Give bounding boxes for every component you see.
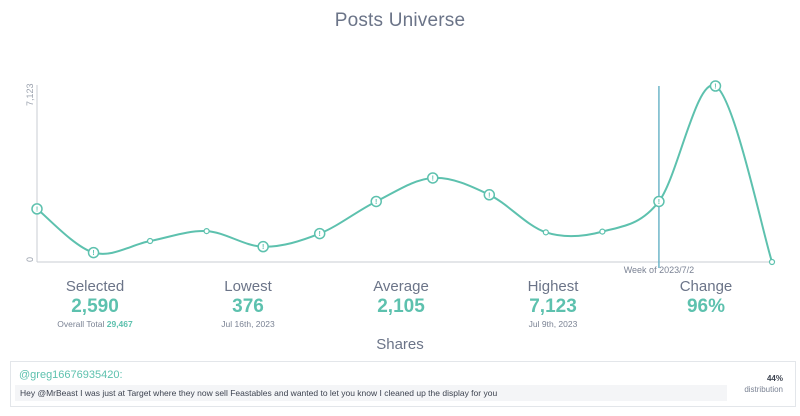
flag-icon: ! bbox=[36, 206, 38, 213]
stat-selected-label: Selected bbox=[65, 278, 125, 295]
y-tick-max: 7,123 bbox=[25, 83, 35, 106]
flag-icon: ! bbox=[92, 250, 94, 257]
flag-icon: ! bbox=[714, 84, 716, 91]
y-tick-zero: 0 bbox=[25, 257, 35, 262]
data-point[interactable] bbox=[653, 195, 665, 208]
stat-average: Average 2,105 bbox=[326, 278, 476, 318]
flag-icon: ! bbox=[375, 199, 377, 206]
shares-title: Shares bbox=[376, 336, 424, 353]
data-point[interactable] bbox=[709, 80, 722, 92]
data-point[interactable] bbox=[599, 228, 606, 235]
data-point[interactable] bbox=[146, 237, 154, 245]
data-point[interactable] bbox=[370, 195, 382, 208]
post-distribution-label: distribution bbox=[744, 385, 783, 394]
stat-highest-value: 7,123 bbox=[529, 296, 577, 317]
data-point[interactable] bbox=[427, 172, 439, 184]
data-point[interactable] bbox=[203, 228, 210, 235]
series-line bbox=[36, 84, 773, 263]
data-point[interactable] bbox=[313, 227, 326, 240]
stat-average-label: Average bbox=[373, 278, 429, 295]
data-point[interactable] bbox=[257, 240, 269, 253]
data-point[interactable] bbox=[483, 189, 496, 201]
overall-total-value: 29,467 bbox=[106, 319, 133, 329]
stat-lowest: Lowest 376 Jul 16th, 2023 bbox=[173, 278, 323, 330]
post-handle[interactable]: @greg16676935420: bbox=[19, 369, 123, 381]
stat-highest-label: Highest bbox=[527, 278, 579, 295]
flag-icon: ! bbox=[432, 175, 434, 182]
data-point[interactable] bbox=[542, 229, 549, 236]
flag-icon: ! bbox=[262, 244, 264, 251]
data-points: !!!!!!!!! bbox=[31, 80, 776, 266]
flag-icon: ! bbox=[319, 231, 321, 238]
stat-highest: Highest 7,123 Jul 9th, 2023 bbox=[478, 278, 628, 330]
stat-selected: Selected 2,590 Overall Total 29,467 bbox=[20, 278, 170, 330]
stat-lowest-value: 376 bbox=[232, 296, 264, 317]
stat-change-label: Change bbox=[679, 278, 733, 295]
post-text: Hey @MrBeast I was just at Target where … bbox=[15, 385, 727, 401]
flag-icon: ! bbox=[658, 199, 660, 206]
stat-change: Change 96% bbox=[631, 278, 781, 318]
overall-total-label: Overall Total bbox=[57, 319, 105, 329]
data-point[interactable] bbox=[31, 203, 43, 215]
chart-title: Posts Universe bbox=[334, 10, 466, 31]
data-point[interactable] bbox=[768, 258, 776, 266]
line-chart[interactable]: 7,123 0 Week of 2023/7/2 !!!!!!!!! bbox=[0, 0, 800, 280]
stat-lowest-date: Jul 16th, 2023 bbox=[221, 319, 275, 329]
stat-average-value: 2,105 bbox=[377, 296, 425, 317]
stat-lowest-label: Lowest bbox=[224, 278, 272, 295]
share-post[interactable]: @greg16676935420: Hey @MrBeast I was jus… bbox=[10, 361, 796, 407]
post-percent: 44% bbox=[766, 374, 783, 383]
flag-icon: ! bbox=[488, 192, 490, 199]
stat-highest-date: Jul 9th, 2023 bbox=[528, 319, 578, 329]
stat-change-value: 96% bbox=[686, 296, 726, 317]
stat-selected-sub: Overall Total 29,467 bbox=[20, 318, 170, 330]
week-marker-label: Week of 2023/7/2 bbox=[624, 265, 694, 275]
stat-selected-value: 2,590 bbox=[71, 296, 119, 317]
data-point[interactable] bbox=[87, 246, 100, 259]
